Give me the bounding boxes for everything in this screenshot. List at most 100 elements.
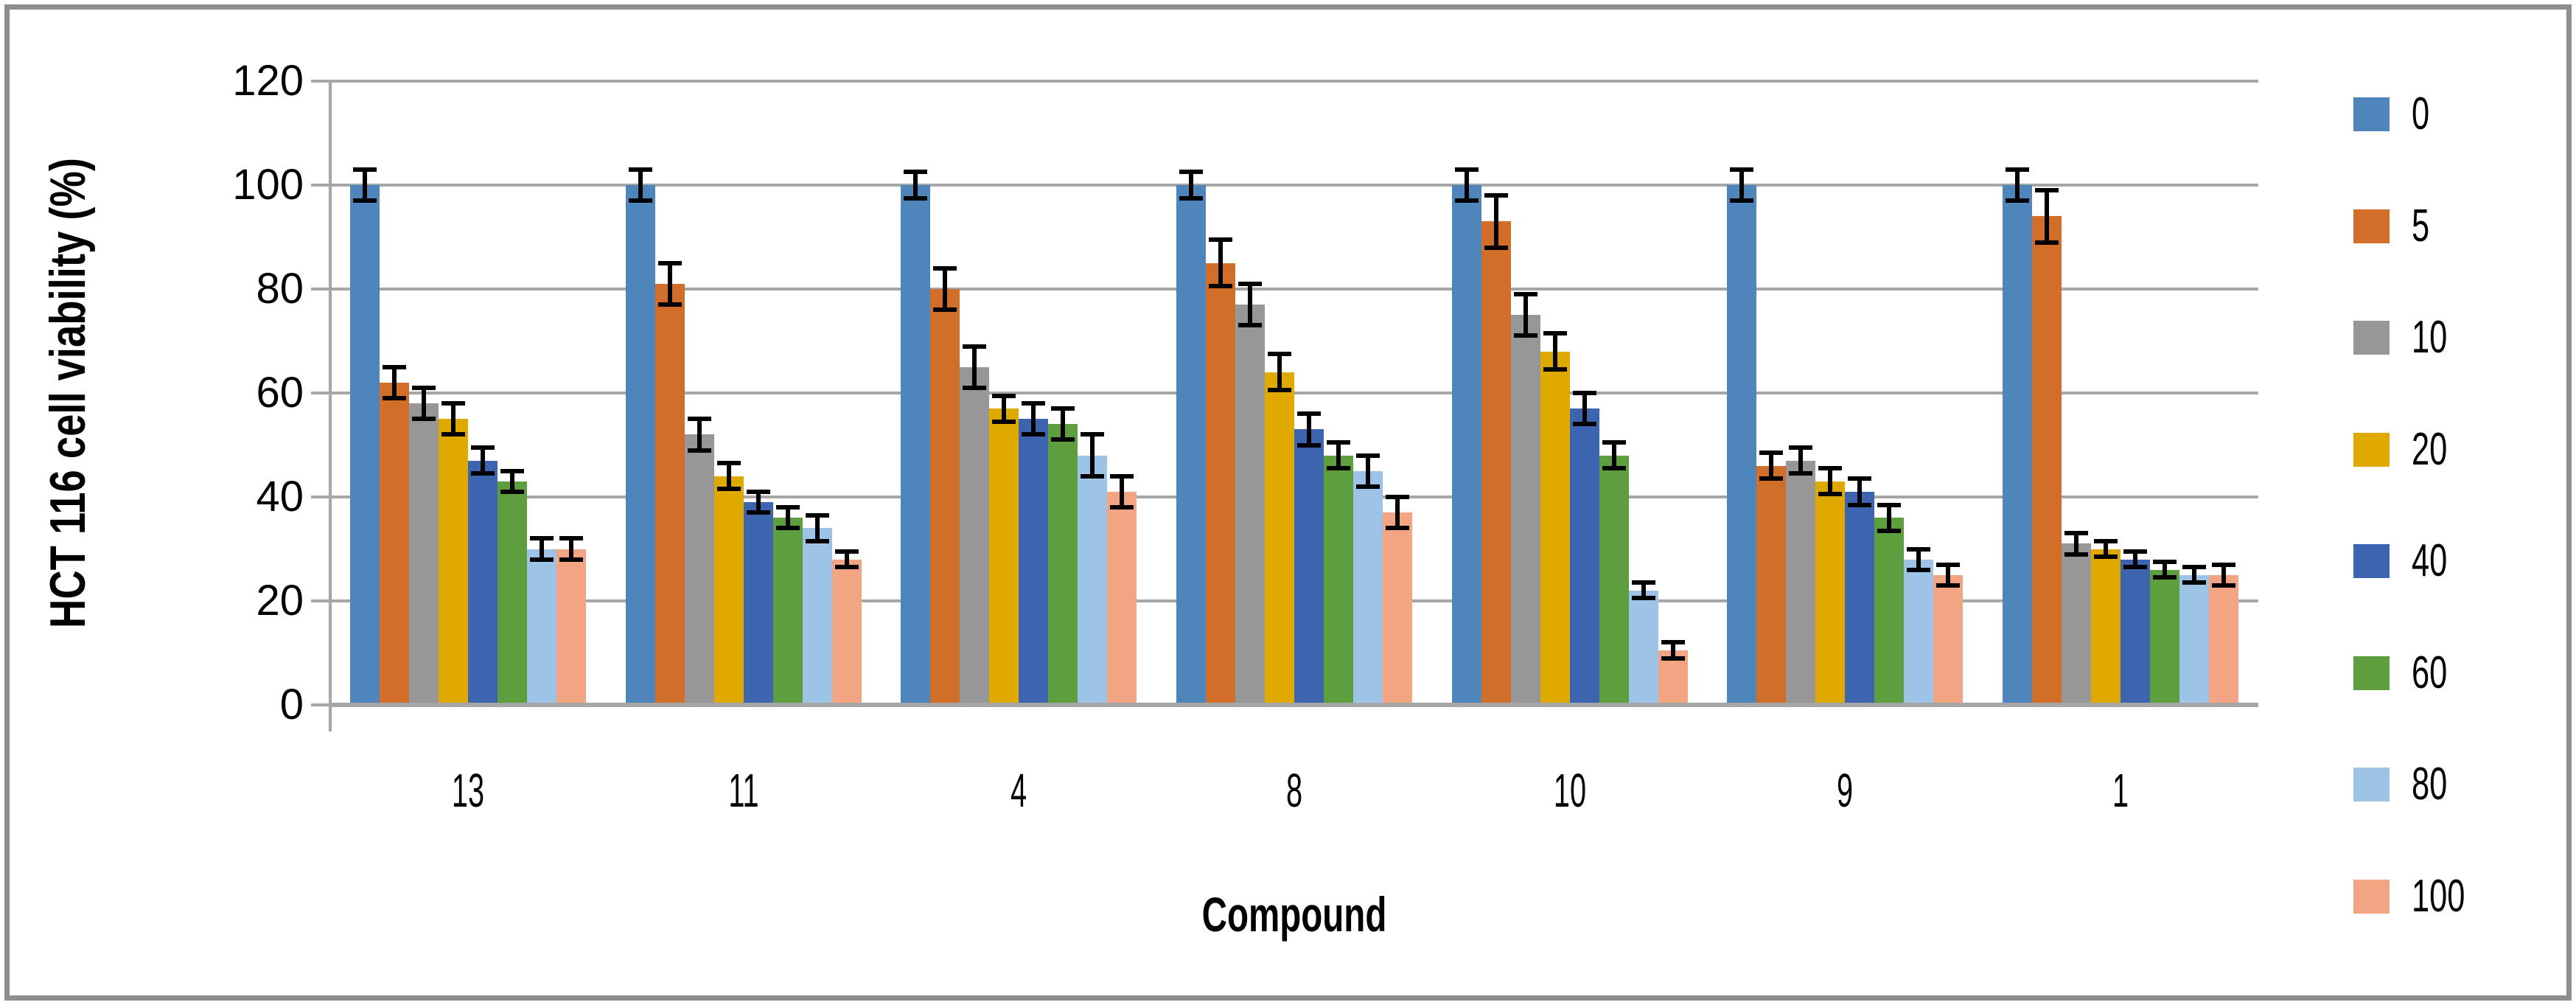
error-bar [638, 169, 643, 201]
bar-series-20-compound-8 [1265, 372, 1294, 706]
error-bar-cap-top [559, 536, 583, 541]
error-bar [391, 366, 397, 399]
error-bar [1493, 195, 1498, 248]
error-bar-cap-top [1209, 237, 1232, 243]
error-bar-cap-top [1179, 170, 1203, 175]
error-bar-cap-bottom [1818, 492, 1843, 497]
bar-series-0-compound-1 [2003, 185, 2033, 706]
error-bar [1395, 497, 1400, 529]
error-bar [509, 470, 514, 492]
error-bar-cap-bottom [1936, 583, 1961, 588]
error-bar-cap-top [687, 417, 711, 422]
error-bar [1798, 448, 1804, 474]
error-bar [1857, 479, 1863, 505]
x-axis-title: Compound [1201, 887, 1387, 942]
legend-swatch-20 [2353, 432, 2390, 467]
error-bar-cap-bottom [500, 489, 524, 494]
legend-label-0: 0 [2412, 88, 2430, 139]
legend-label-20: 20 [2412, 423, 2448, 475]
gridline [330, 288, 2258, 291]
error-bar-cap-bottom [2182, 580, 2207, 585]
y-tick-label: 0 [279, 681, 304, 728]
error-bar-cap-top [1513, 292, 1537, 297]
bar-series-40-compound-8 [1294, 429, 1324, 706]
error-bar-cap-top [2006, 167, 2030, 172]
bar-series-40-compound-11 [743, 502, 773, 706]
bar-series-5-compound-9 [1756, 465, 1787, 706]
error-bar-cap-top [411, 385, 436, 390]
error-bar-cap-top [1818, 466, 1843, 471]
bar-series-40-compound-1 [2121, 559, 2151, 706]
error-bar-cap-top [805, 512, 829, 518]
error-bar-cap-top [1848, 476, 1872, 481]
legend-swatch-5 [2353, 209, 2390, 243]
x-category-label: 1 [2112, 764, 2129, 817]
error-bar [1523, 294, 1528, 336]
x-axis-line [330, 703, 2258, 707]
error-bar-cap-bottom [1356, 484, 1380, 489]
error-bar-cap-bottom [933, 307, 957, 313]
error-bar-cap-top [933, 265, 957, 271]
y-axis-tick [311, 495, 330, 498]
error-bar-cap-bottom [352, 198, 377, 204]
bar-series-20-compound-11 [713, 476, 744, 706]
error-bar [1552, 333, 1557, 370]
bar-series-5-compound-11 [655, 283, 685, 706]
y-axis-tick [311, 80, 330, 83]
legend-label-60: 60 [2412, 647, 2448, 698]
error-bar-cap-bottom [1297, 442, 1321, 448]
y-axis-title: HCT 116 cell viability (%) [40, 158, 96, 628]
x-category-label: 4 [1010, 764, 1027, 817]
bar-series-40-compound-10 [1569, 408, 1599, 706]
error-bar [667, 262, 672, 305]
error-bar [844, 552, 849, 568]
gridline [330, 184, 2258, 187]
error-bar [1248, 283, 1252, 326]
bar-series-100-compound-9 [1933, 574, 1964, 706]
bar-series-20-compound-13 [438, 419, 468, 706]
error-bar-cap-top [1327, 439, 1350, 445]
error-bar-cap-top [628, 167, 652, 172]
error-bar [1336, 442, 1341, 469]
y-axis-tick [311, 599, 330, 602]
error-bar [1366, 455, 1370, 487]
error-bar-cap-bottom [628, 198, 652, 204]
error-bar-cap-bottom [1081, 473, 1105, 479]
error-bar-cap-bottom [1051, 437, 1075, 442]
error-bar-cap-bottom [529, 557, 554, 562]
gridline [330, 392, 2258, 394]
error-bar [913, 172, 918, 198]
error-bar-cap-top [1730, 167, 1754, 172]
bar-series-100-compound-8 [1383, 512, 1412, 706]
error-bar-cap-bottom [775, 526, 800, 531]
error-bar [539, 538, 544, 560]
error-bar-cap-top [2035, 188, 2059, 193]
bar-series-5-compound-1 [2032, 216, 2062, 706]
error-bar-cap-bottom [1907, 567, 1931, 572]
error-bar-cap-bottom [1209, 284, 1232, 289]
error-bar [450, 403, 455, 435]
y-axis-tick [311, 184, 330, 187]
error-bar-cap-top [963, 344, 987, 349]
error-bar [2133, 552, 2138, 568]
bar-series-0-compound-11 [625, 185, 655, 706]
error-bar-cap-bottom [1484, 245, 1508, 250]
error-bar [2221, 564, 2227, 585]
error-bar-cap-bottom [1179, 195, 1203, 201]
error-bar-cap-top [1454, 167, 1479, 172]
error-bar-cap-top [470, 445, 495, 451]
error-bar-cap-bottom [657, 302, 682, 307]
error-bar [1769, 453, 1774, 479]
error-bar [362, 169, 367, 201]
error-bar-cap-bottom [746, 510, 770, 515]
y-tick-label: 60 [256, 369, 304, 417]
x-category-label: 9 [1837, 764, 1854, 817]
error-bar-cap-top [2182, 565, 2207, 570]
bar-series-60-compound-4 [1048, 424, 1078, 706]
error-bar-cap-top [1543, 330, 1567, 335]
y-axis-tick [311, 703, 330, 706]
bar-series-80-compound-9 [1904, 559, 1934, 706]
bar-series-20-compound-1 [2091, 549, 2121, 706]
bar-series-60-compound-11 [772, 518, 803, 706]
error-bar-cap-bottom [1327, 466, 1350, 471]
